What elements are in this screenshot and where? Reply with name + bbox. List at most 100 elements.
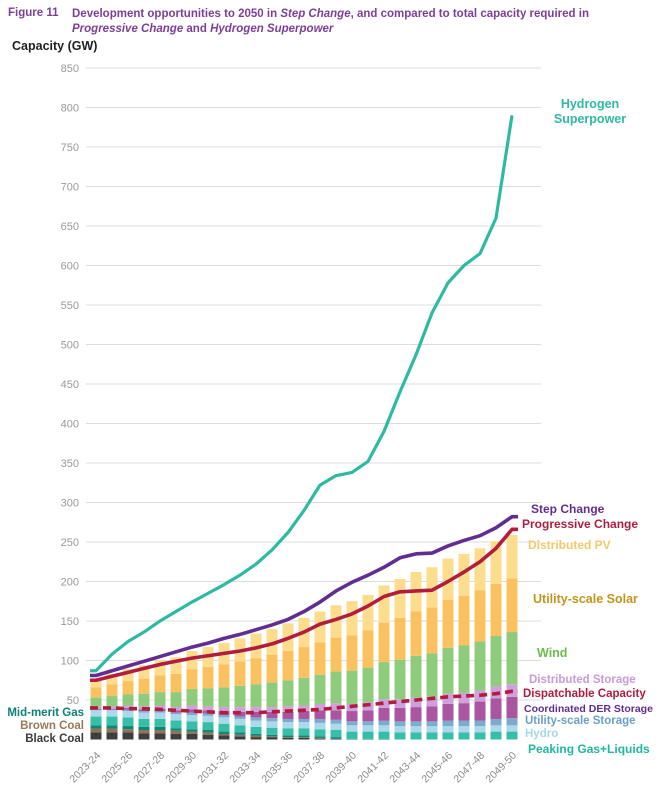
bar-segment-hydro (250, 720, 262, 727)
bar-segment-brown-coal (218, 733, 230, 736)
bar-segment-peaking-gas-liquids (474, 732, 486, 740)
bar-segment-utility-scale-storage (474, 720, 486, 727)
bar-segment-wind (330, 671, 342, 704)
bar-segment-utility-scale-storage (362, 721, 374, 726)
bar-segment-utility-scale-storage (442, 720, 454, 727)
bar-segment-distributed-storage (202, 706, 214, 711)
bar-segment-coordinated-der-storage (410, 707, 422, 722)
bar-segment-coordinated-der-storage (506, 696, 518, 719)
bar-segment-peaking-gas-liquids (362, 731, 374, 739)
bar-segment-black-coal (282, 737, 294, 740)
bar-segment-wind (410, 655, 422, 698)
bar-segment-black-coal (330, 738, 342, 740)
y-tick-label: 700 (61, 182, 79, 194)
bar-segment-hydro (202, 715, 214, 723)
bar-segment-distributed-storage (314, 703, 326, 711)
bar-segment-utility-scale-solar (442, 599, 454, 648)
bar-segment-distributed-pv (106, 673, 118, 685)
bar-segment-utility-scale-solar (154, 675, 166, 693)
bar-segment-utility-scale-solar (314, 642, 326, 675)
bar-segment-utility-scale-storage (298, 718, 310, 723)
bar-segment-coordinated-der-storage (186, 709, 198, 713)
dispatchable-capacity-legend-label: Dispatchable Capacity (523, 688, 646, 700)
bar-segment-utility-scale-storage (314, 718, 326, 723)
bar-segment-brown-coal (298, 737, 310, 738)
bar-segment-mid-merit-gas (378, 738, 390, 740)
bar-segment-coordinated-der-storage (122, 707, 134, 710)
bar-segment-utility-scale-storage (154, 711, 166, 713)
bar-segment-utility-scale-solar (458, 595, 470, 646)
y-tick-label: 750 (61, 142, 79, 154)
bar-segment-utility-scale-storage (138, 711, 150, 713)
bar-segment-peaking-gas-liquids (106, 716, 118, 726)
bar-segment-brown-coal (202, 732, 214, 735)
title-segment: Development opportunities to 2050 in (72, 8, 281, 20)
bar-segment-peaking-gas-liquids (330, 730, 342, 738)
bar-segment-peaking-gas-liquids (442, 732, 454, 740)
bar-segment-wind (442, 647, 454, 694)
bar-segment-utility-scale-storage (218, 715, 230, 718)
hydro-legend-label: Hydro (525, 728, 559, 740)
bar-segment-peaking-gas-liquids (378, 731, 390, 739)
coordinated-der-storage-legend-label: Coordinated DER Storage (524, 703, 653, 715)
bar-segment-coordinated-der-storage (266, 711, 278, 719)
bar-segment-distributed-storage (154, 705, 166, 709)
bar-segment-brown-coal (234, 734, 246, 737)
bar-segment-hydro (474, 726, 486, 733)
bar-segment-utility-scale-solar (106, 684, 118, 697)
bar-segment-mid-merit-gas (106, 725, 118, 729)
bar-segment-mid-merit-gas (154, 726, 166, 731)
bar-segment-peaking-gas-liquids (426, 732, 438, 740)
bar-segment-mid-merit-gas (282, 735, 294, 738)
bar-segment-distributed-pv (122, 669, 134, 682)
bar-segment-coordinated-der-storage (106, 708, 118, 710)
bar-segment-utility-scale-solar (346, 635, 358, 671)
x-tick-label: 2049-50 (483, 750, 519, 786)
bar-segment-wind (346, 670, 358, 704)
bar-segment-utility-scale-storage (346, 721, 358, 726)
bar-segment-peaking-gas-liquids (138, 718, 150, 727)
bar-segment-distributed-storage (234, 707, 246, 712)
bar-segment-hydro (106, 710, 118, 717)
bar-segment-wind (186, 688, 198, 706)
bar-segment-wind (362, 667, 374, 703)
bar-segment-distributed-storage (378, 699, 390, 708)
bar-segment-hydro (154, 712, 166, 719)
bar-segment-distributed-storage (122, 705, 134, 708)
brown-coal-legend-label: Brown Coal (20, 720, 84, 732)
bar-segment-hydro (90, 710, 102, 717)
bar-segment-hydro (346, 725, 358, 732)
black-coal-legend-label: Black Coal (25, 733, 84, 745)
x-tick-label: 2033-34 (227, 750, 263, 786)
bar-segment-distributed-storage (330, 703, 342, 711)
bar-segment-wind (282, 680, 294, 707)
bar-segment-utility-scale-storage (202, 713, 214, 716)
bar-segment-wind (250, 684, 262, 708)
bar-segment-utility-scale-solar (394, 617, 406, 660)
title-segment: and (183, 23, 211, 35)
bar-segment-utility-scale-storage (90, 709, 102, 711)
bar-segment-peaking-gas-liquids (266, 727, 278, 735)
bar-segment-distributed-pv (266, 628, 278, 655)
mid-merit-gas-legend-label: Mid-merit Gas (7, 707, 84, 719)
bar-segment-coordinated-der-storage (442, 703, 454, 721)
bar-segment-distributed-storage (282, 706, 294, 712)
bar-segment-coordinated-der-storage (394, 707, 406, 722)
y-tick-label: 850 (61, 63, 79, 75)
bar-segment-hydro (330, 723, 342, 731)
bar-segment-utility-scale-solar (122, 681, 134, 695)
x-tick-label: 2025-26 (99, 750, 135, 786)
y-tick-label: 300 (61, 498, 79, 510)
bar-segment-peaking-gas-liquids (394, 732, 406, 740)
bar-segment-utility-scale-solar (234, 661, 246, 686)
bar-segment-utility-scale-storage (330, 719, 342, 724)
bar-segment-hydro (442, 726, 454, 733)
bar-segment-peaking-gas-liquids (458, 732, 470, 740)
bar-segment-distributed-storage (442, 693, 454, 704)
bar-segment-distributed-pv (362, 594, 374, 631)
bar-segment-distributed-pv (170, 657, 182, 674)
bar-segment-black-coal (138, 733, 150, 740)
bar-segment-utility-scale-solar (218, 664, 230, 688)
bar-segment-black-coal (218, 735, 230, 740)
